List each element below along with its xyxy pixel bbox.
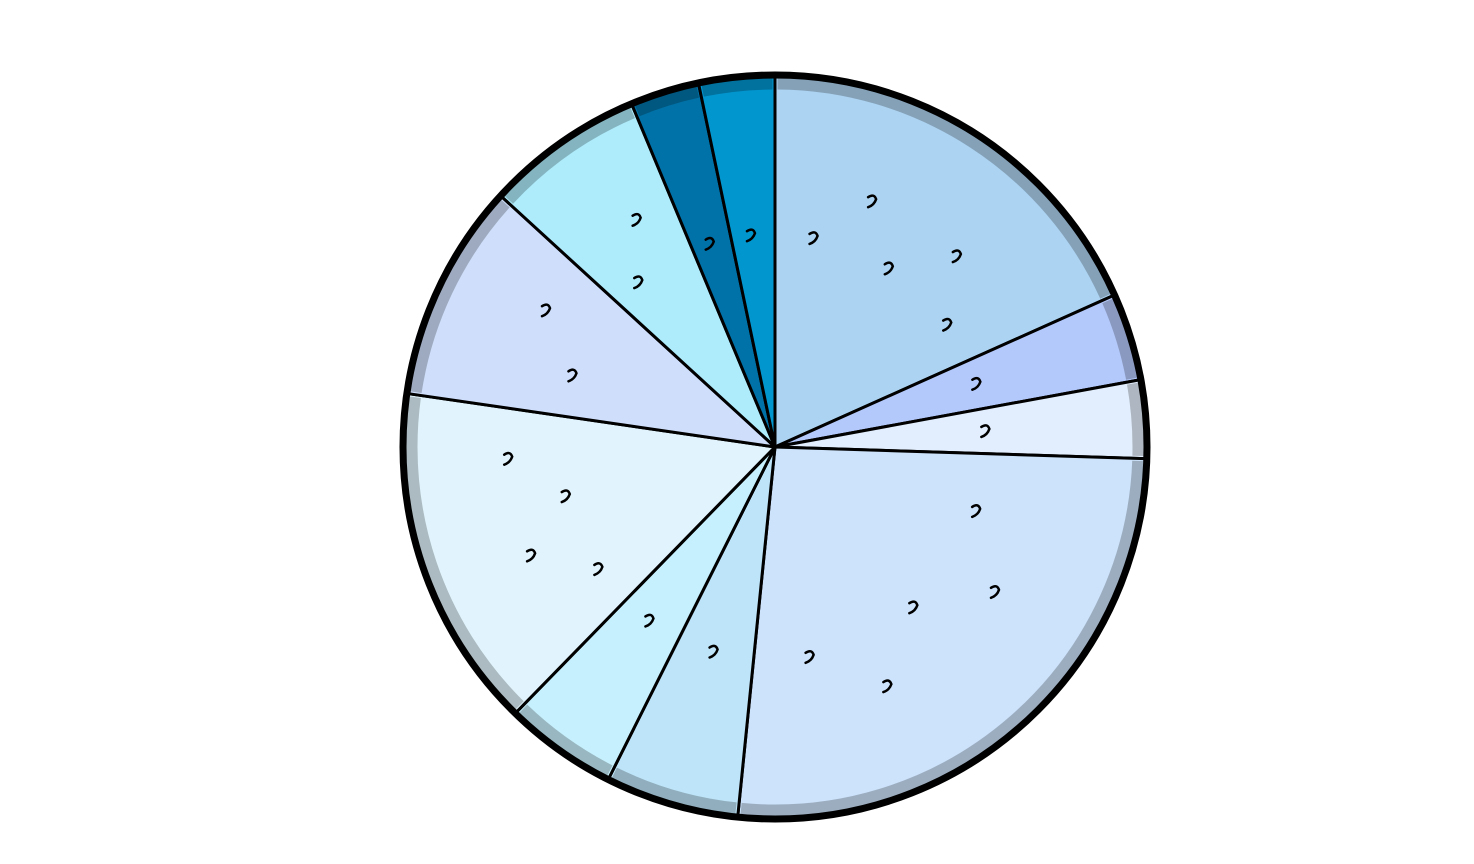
pie-slice-4 (736, 445, 1149, 821)
pie-slice-rim-10 (634, 84, 700, 117)
pie-slice-rim-3 (1127, 382, 1146, 457)
pie-slice-hatch (567, 368, 578, 383)
pie-slice-hatch (989, 584, 1001, 600)
pie-slice-hatch (980, 424, 991, 439)
pie-slice-hatch (883, 261, 895, 276)
pie-slice-rim-11 (701, 76, 773, 97)
pie-slice-hatch (631, 212, 642, 227)
pie-slice-hatch (941, 317, 953, 332)
pie-slice-rim-9 (503, 106, 635, 204)
pie-slice-hatch (708, 644, 719, 659)
pie-slice-hatch (633, 275, 644, 290)
pie-slice-rim-6 (518, 704, 613, 778)
pie-slice-rim-8 (408, 198, 510, 394)
pie-slice-rim-2 (1102, 297, 1139, 380)
pie-slice-hatch (540, 303, 552, 318)
pie-slice-hatch (804, 649, 815, 665)
pie-slice-hatch (808, 231, 819, 246)
pie-slice-hatch (525, 548, 537, 563)
pie-slice-hatch (704, 236, 716, 251)
pie-slice-hatch (866, 194, 878, 209)
pie-slice-hatch (951, 249, 963, 264)
pie-slice-rim-4 (740, 460, 1146, 818)
pie-slice-hatch (502, 451, 514, 466)
pie-slice-hatch (908, 600, 919, 615)
pie-slice-hatch (971, 376, 982, 391)
pie-slice-hatch (745, 228, 757, 243)
pie-slice-hatch (970, 504, 982, 519)
pie-slice-hatch (593, 562, 604, 577)
pie-slice-hatch (644, 613, 655, 628)
pie-slice-rim-1 (777, 76, 1113, 299)
pie-slice-rim-7 (404, 396, 524, 711)
pie-outline (399, 71, 1151, 823)
pie-slice-hatch (882, 679, 893, 694)
pie-slice-hatch (560, 489, 572, 504)
pie-slice-rim-5 (611, 767, 737, 816)
